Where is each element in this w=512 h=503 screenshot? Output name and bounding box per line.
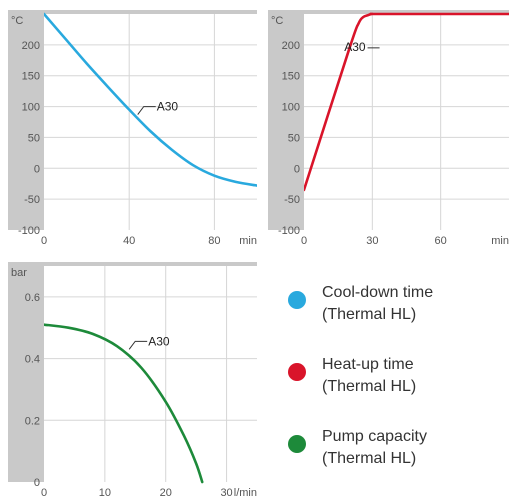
x-tick-label: 10	[99, 487, 111, 499]
x-tick-label: 60	[435, 235, 447, 247]
annotation-label-heatup: A30	[344, 40, 366, 54]
y-tick-label: -100	[18, 225, 40, 237]
x-tick-label: 30	[220, 487, 232, 499]
y-tick-label: 0.6	[25, 292, 40, 304]
annotation-label-pump: A30	[148, 334, 170, 348]
x-tick-label: 80	[208, 235, 220, 247]
legend-swatch-pump	[288, 435, 306, 453]
y-tick-label: 0	[34, 477, 40, 489]
y-tick-label: 150	[282, 71, 300, 83]
legend-sublabel-cooldown: (Thermal HL)	[322, 306, 417, 323]
y-tick-label: -50	[24, 194, 40, 206]
y-tick-label: 0.2	[25, 415, 40, 427]
y-tick-label: 0.4	[25, 354, 40, 366]
legend-item-heatup: Heat-up time (Thermal HL)	[286, 354, 506, 426]
series-line-cooldown	[44, 12, 257, 187]
x-tick-label: 40	[123, 235, 135, 247]
chart-cooldown: -100 -50 0 50 100 150 200 0 40 80 °C min A30	[8, 10, 257, 247]
x-axis-label: min	[491, 235, 509, 247]
y-axis-label: °C	[11, 15, 23, 27]
legend-swatch-heatup	[288, 363, 306, 381]
legend-item-cooldown: Cool-down time (Thermal HL)	[286, 282, 506, 354]
y-axis-label: °C	[271, 15, 283, 27]
x-tick-label: 0	[41, 235, 47, 247]
legend-sublabel-heatup: (Thermal HL)	[322, 378, 417, 395]
y-tick-label: 150	[22, 71, 40, 83]
y-tick-label: -50	[284, 194, 300, 206]
x-tick-label: 20	[160, 487, 172, 499]
annotation-leader-cooldown	[137, 106, 156, 115]
legend-sublabel-pump: (Thermal HL)	[322, 450, 417, 467]
y-tick-label: 100	[22, 102, 40, 114]
series-line-pump	[44, 323, 204, 484]
plot-area-cooldown	[44, 14, 257, 230]
legend-swatch-cooldown	[288, 291, 306, 309]
legend: Cool-down time (Thermal HL) Heat-up time…	[286, 282, 506, 498]
plot-area-pump	[44, 266, 257, 482]
y-tick-label: 200	[282, 40, 300, 52]
y-tick-label: 0	[294, 163, 300, 175]
y-tick-label: 50	[28, 132, 40, 144]
legend-label-pump: Pump capacity	[322, 428, 427, 445]
legend-item-pump: Pump capacity (Thermal HL)	[286, 426, 506, 498]
plot-area-heatup	[304, 14, 509, 230]
x-axis-label: min	[239, 235, 257, 247]
y-tick-label: 50	[288, 132, 300, 144]
chart-pump: 0 0.2 0.4 0.6 0 10 20 30 bar l/min A30	[8, 262, 257, 499]
y-tick-label: 0	[34, 163, 40, 175]
chart-heatup: -100 -50 0 50 100 150 200 0 30 60 °C min A30	[268, 10, 509, 247]
y-tick-label: 200	[22, 40, 40, 52]
legend-label-heatup: Heat-up time	[322, 356, 414, 373]
series-line-heatup	[304, 12, 509, 192]
x-axis-label: l/min	[234, 487, 257, 499]
y-axis-label: bar	[11, 267, 27, 279]
annotation-label-cooldown: A30	[157, 100, 179, 114]
x-tick-label: 0	[301, 235, 307, 247]
x-tick-label: 30	[366, 235, 378, 247]
x-tick-label: 0	[41, 487, 47, 499]
y-tick-label: -100	[278, 225, 300, 237]
y-tick-label: 100	[282, 102, 300, 114]
legend-label-cooldown: Cool-down time	[322, 284, 434, 301]
annotation-leader-pump	[128, 340, 148, 350]
